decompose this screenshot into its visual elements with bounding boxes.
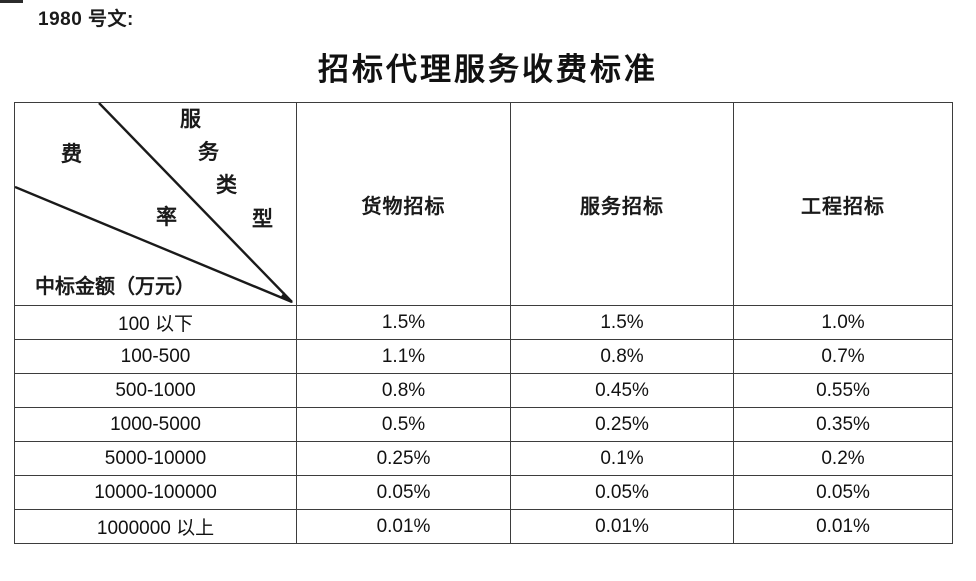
rate-cell: 0.25% (510, 407, 734, 442)
rate-cell: 1.5% (510, 305, 734, 340)
rate-cell: 0.05% (510, 475, 734, 510)
rate-cell: 1.0% (733, 305, 953, 340)
rate-cell: 0.45% (510, 373, 734, 408)
document-reference: 1980 号文: (38, 9, 134, 30)
table-header-row: 服 务 类 型 费 率 中标金额（万元） 货物招标 服务招标 工程招标 (14, 102, 953, 306)
scan-artifact-mark (0, 0, 23, 3)
column-header-services: 服务招标 (510, 102, 734, 306)
corner-label-char-wu: 务 (198, 140, 219, 164)
corner-label-char-lei: 类 (216, 173, 237, 197)
amount-range-cell: 10000-100000 (14, 475, 297, 510)
rate-cell: 1.5% (296, 305, 511, 340)
table-row: 1000-5000 0.5% 0.25% 0.35% (14, 407, 953, 442)
column-header-engineering: 工程招标 (733, 102, 953, 306)
table-row: 500-1000 0.8% 0.45% 0.55% (14, 373, 953, 408)
rate-cell: 0.01% (733, 509, 953, 544)
table-row: 100 以下 1.5% 1.5% 1.0% (14, 305, 953, 340)
rate-cell: 0.5% (296, 407, 511, 442)
table-row: 10000-100000 0.05% 0.05% 0.05% (14, 475, 953, 510)
rate-cell: 0.01% (296, 509, 511, 544)
table-row: 100-500 1.1% 0.8% 0.7% (14, 339, 953, 374)
fee-standard-table: 服 务 类 型 费 率 中标金额（万元） 货物招标 服务招标 工程招标 100 … (14, 102, 953, 544)
rate-cell: 0.55% (733, 373, 953, 408)
rate-cell: 0.05% (296, 475, 511, 510)
rate-cell: 0.8% (296, 373, 511, 408)
rate-cell: 0.05% (733, 475, 953, 510)
corner-amount-axis-label: 中标金额（万元） (35, 276, 195, 298)
amount-range-cell: 5000-10000 (14, 441, 297, 476)
page-title: 招标代理服务收费标准 (318, 52, 658, 87)
corner-label-char-fu2: 服 (180, 107, 201, 131)
corner-label-char-lv: 率 (156, 205, 177, 229)
rate-cell: 1.1% (296, 339, 511, 374)
table-row: 5000-10000 0.25% 0.1% 0.2% (14, 441, 953, 476)
amount-range-cell: 100-500 (14, 339, 297, 374)
rate-cell: 0.35% (733, 407, 953, 442)
diagonal-line-upper (98, 103, 293, 303)
rate-cell: 0.25% (296, 441, 511, 476)
corner-label-char-fei: 费 (61, 142, 82, 166)
diagonal-line-lower (15, 185, 293, 304)
rate-cell: 0.1% (510, 441, 734, 476)
amount-range-cell: 500-1000 (14, 373, 297, 408)
amount-range-cell: 1000-5000 (14, 407, 297, 442)
rate-cell: 0.01% (510, 509, 734, 544)
rate-cell: 0.7% (733, 339, 953, 374)
rate-cell: 0.8% (510, 339, 734, 374)
rate-cell: 0.2% (733, 441, 953, 476)
amount-range-cell: 1000000 以上 (14, 509, 297, 544)
table-row: 1000000 以上 0.01% 0.01% 0.01% (14, 509, 953, 544)
diagonal-corner-cell: 服 务 类 型 费 率 中标金额（万元） (14, 102, 297, 306)
amount-range-cell: 100 以下 (14, 305, 297, 340)
column-header-goods: 货物招标 (296, 102, 511, 306)
diagonal-arrowhead (280, 292, 293, 303)
corner-label-char-xing: 型 (252, 207, 273, 231)
diagonal-lines-graphic (15, 103, 293, 304)
